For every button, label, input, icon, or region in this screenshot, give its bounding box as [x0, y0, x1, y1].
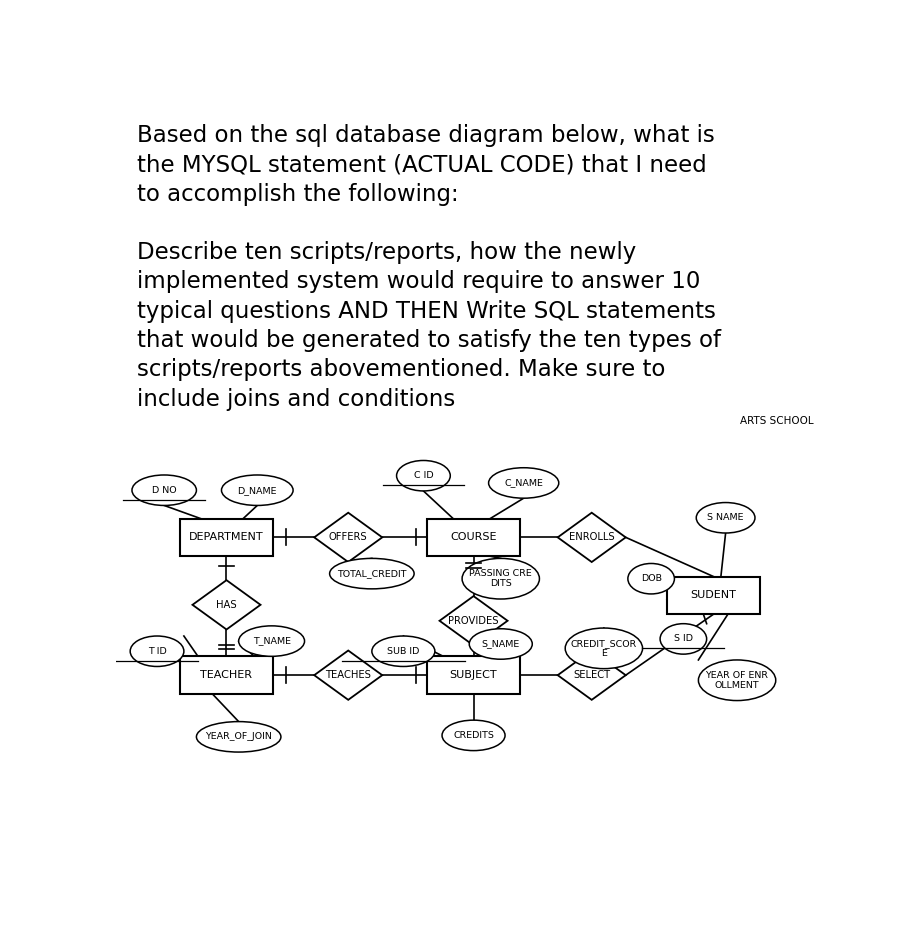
Text: Based on the sql database diagram below, what is
the MYSQL statement (ACTUAL COD: Based on the sql database diagram below,…	[137, 124, 721, 411]
Ellipse shape	[396, 461, 450, 491]
Text: OFFERS: OFFERS	[329, 532, 368, 543]
FancyBboxPatch shape	[427, 518, 520, 556]
Text: YEAR_OF_JOIN: YEAR_OF_JOIN	[205, 732, 272, 741]
Text: PASSING CRE
DITS: PASSING CRE DITS	[469, 569, 532, 589]
Ellipse shape	[628, 563, 675, 594]
Ellipse shape	[132, 475, 197, 506]
Text: SELECT: SELECT	[573, 670, 610, 680]
Text: S_NAME: S_NAME	[481, 640, 520, 648]
Text: D NO: D NO	[152, 486, 176, 495]
Text: C ID: C ID	[414, 471, 433, 480]
Text: TEACHER: TEACHER	[201, 670, 252, 680]
Ellipse shape	[222, 475, 293, 506]
Text: ARTS SCHOOL: ARTS SCHOOL	[740, 416, 814, 427]
Ellipse shape	[197, 722, 281, 752]
Polygon shape	[558, 651, 626, 700]
Ellipse shape	[371, 636, 435, 667]
Polygon shape	[440, 596, 507, 645]
Text: SUB ID: SUB ID	[387, 647, 419, 656]
Text: PROVIDES: PROVIDES	[448, 616, 499, 625]
Text: CREDIT_SCOR
E: CREDIT_SCOR E	[571, 639, 637, 658]
FancyBboxPatch shape	[180, 657, 274, 694]
Ellipse shape	[442, 720, 505, 751]
Ellipse shape	[238, 625, 305, 657]
Text: CREDITS: CREDITS	[453, 731, 494, 739]
Text: ENROLLS: ENROLLS	[569, 532, 614, 543]
Text: DOB: DOB	[640, 575, 662, 583]
FancyBboxPatch shape	[180, 518, 274, 556]
Ellipse shape	[565, 628, 642, 669]
Ellipse shape	[462, 559, 540, 599]
FancyBboxPatch shape	[667, 577, 760, 614]
Text: S ID: S ID	[674, 634, 693, 643]
Text: T_NAME: T_NAME	[252, 637, 291, 645]
Text: DEPARTMENT: DEPARTMENT	[189, 532, 264, 543]
Ellipse shape	[130, 636, 184, 667]
Text: D_NAME: D_NAME	[237, 486, 277, 495]
Ellipse shape	[699, 660, 776, 701]
Text: SUDENT: SUDENT	[690, 591, 736, 600]
FancyBboxPatch shape	[427, 657, 520, 694]
Polygon shape	[314, 651, 383, 700]
Polygon shape	[558, 512, 626, 562]
Text: T ID: T ID	[148, 647, 166, 656]
Text: TOTAL_CREDIT: TOTAL_CREDIT	[337, 569, 407, 578]
Text: S NAME: S NAME	[708, 513, 744, 522]
Text: COURSE: COURSE	[450, 532, 497, 543]
Ellipse shape	[469, 628, 532, 659]
Ellipse shape	[489, 468, 559, 498]
Ellipse shape	[660, 624, 707, 654]
Text: C_NAME: C_NAME	[505, 479, 543, 487]
Polygon shape	[192, 580, 261, 629]
Text: SUBJECT: SUBJECT	[450, 670, 497, 680]
Text: YEAR OF ENR
OLLMENT: YEAR OF ENR OLLMENT	[706, 671, 769, 690]
Text: TEACHES: TEACHES	[325, 670, 371, 680]
Ellipse shape	[330, 559, 414, 589]
Text: HAS: HAS	[216, 600, 237, 609]
Ellipse shape	[697, 502, 755, 533]
Polygon shape	[314, 512, 383, 562]
